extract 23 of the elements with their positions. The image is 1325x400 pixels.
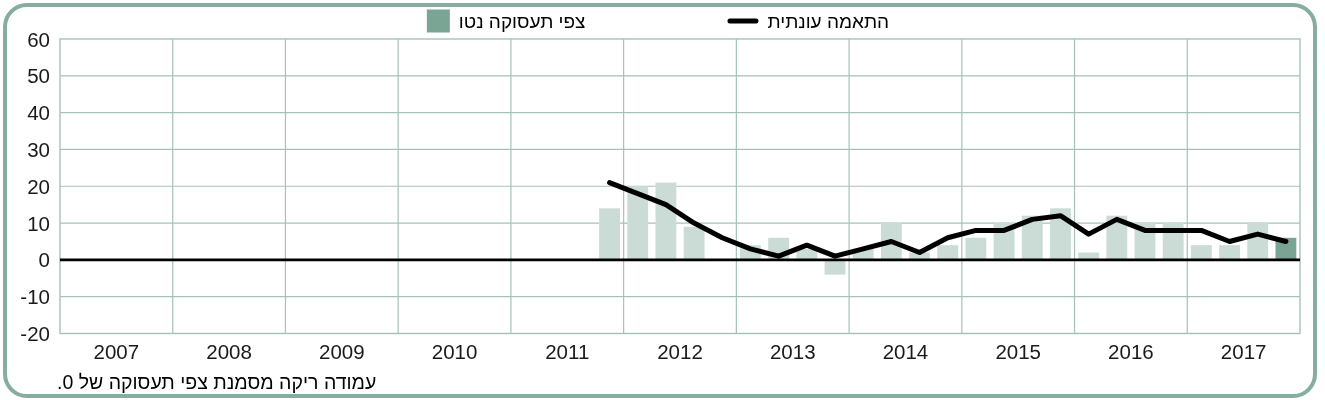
x-tick-label: 2012 (657, 340, 703, 363)
x-tick-label: 2008 (206, 340, 252, 363)
y-tick-label: 20 (27, 174, 50, 198)
y-tick-label: -10 (20, 285, 50, 309)
y-tick-label: 10 (27, 211, 50, 235)
x-tick-label: 2013 (769, 340, 816, 363)
y-tick-label: 0 (38, 248, 50, 272)
x-tick-label: 2010 (431, 340, 478, 363)
x-tick-label: 2009 (319, 340, 365, 363)
x-tick-label: 2016 (1108, 340, 1154, 363)
y-tick-label: 30 (27, 137, 50, 161)
y-tick-label: 50 (27, 64, 50, 88)
x-tick-label: 2017 (1220, 340, 1267, 363)
x-tick-label: 2011 (545, 340, 590, 363)
x-tick-label: 2007 (93, 340, 140, 363)
legend-label: צפי תעסוקה נטו (458, 10, 586, 32)
y-tick-label: 60 (27, 27, 50, 51)
note: עמודה ריקה מסמנת צפי תעסוקה של 0. (57, 371, 377, 393)
x-tick-label: 2015 (995, 340, 1041, 363)
x-tick-label: 2014 (882, 340, 929, 363)
y-tick-label: -20 (20, 322, 50, 345)
legend-label: התאמה עונתית (767, 10, 890, 32)
y-tick-label: 40 (27, 101, 50, 125)
